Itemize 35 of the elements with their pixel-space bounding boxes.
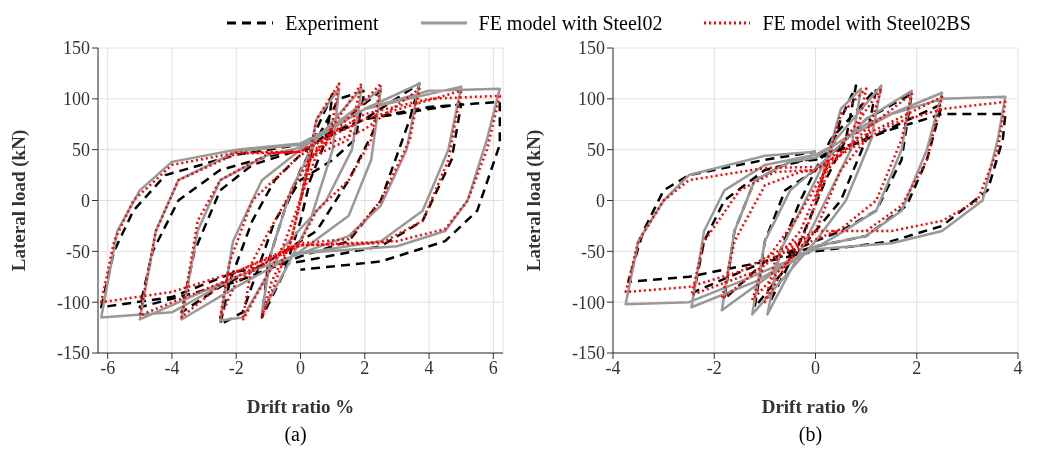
legend-label: Experiment <box>285 11 379 35</box>
x-tick-label: 2 <box>912 357 922 378</box>
y-tick-label: -150 <box>572 343 605 364</box>
legend-label: FE model with Steel02 <box>478 11 663 35</box>
y-tick-label: 50 <box>72 140 90 161</box>
y-tick-label: 150 <box>578 38 605 59</box>
x-tick-label: 6 <box>488 357 498 378</box>
legend-label: FE model with Steel02BS <box>762 11 971 35</box>
x-tick-label: -6 <box>100 357 116 378</box>
y-tick-label: -50 <box>66 241 90 262</box>
x-axis-title: Drift ratio % <box>761 396 870 417</box>
x-tick-label: 0 <box>811 357 820 378</box>
x-tick-label: 4 <box>424 357 434 378</box>
text: (b) <box>797 423 824 446</box>
y-tick-label: 0 <box>596 190 605 211</box>
y-tick-label: 150 <box>63 38 90 59</box>
x-tick-label: -2 <box>706 357 722 378</box>
y-tick-label: -100 <box>572 292 605 313</box>
x-tick-label: 4 <box>1013 357 1023 378</box>
y-axis-title: Lateral load (kN) <box>522 129 545 272</box>
y-tick-label: -50 <box>581 241 605 262</box>
x-tick-label: 0 <box>296 357 305 378</box>
y-tick-label: 100 <box>63 89 90 110</box>
x-tick-label: -4 <box>164 357 180 378</box>
x-axis-title: Drift ratio % <box>246 396 355 417</box>
y-axis-title: Lateral load (kN) <box>7 129 30 272</box>
text: (a) <box>283 423 308 446</box>
x-tick-label: -4 <box>605 357 621 378</box>
y-tick-label: 0 <box>81 190 90 211</box>
x-tick-label: -2 <box>228 357 244 378</box>
y-tick-label: 50 <box>587 140 605 161</box>
x-tick-label: 2 <box>360 357 370 378</box>
y-tick-label: -150 <box>57 343 90 364</box>
y-tick-label: -100 <box>57 292 90 313</box>
y-tick-label: 100 <box>578 89 605 110</box>
